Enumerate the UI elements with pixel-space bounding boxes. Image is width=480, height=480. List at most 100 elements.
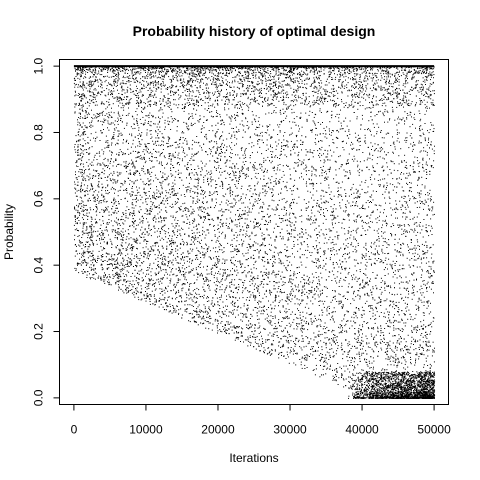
data-point	[360, 393, 361, 394]
data-point	[298, 266, 300, 268]
data-point	[176, 262, 178, 264]
data-point	[195, 172, 197, 173]
data-point	[271, 244, 272, 246]
data-point	[138, 151, 140, 153]
data-point	[414, 245, 416, 247]
data-point	[91, 164, 92, 166]
data-point	[267, 339, 269, 341]
data-point	[421, 301, 423, 303]
data-point	[106, 88, 108, 90]
data-point	[119, 83, 121, 85]
data-point	[217, 260, 219, 262]
data-point	[210, 185, 212, 187]
data-point	[97, 196, 99, 198]
data-point	[84, 170, 85, 172]
data-point	[141, 277, 143, 279]
data-point	[304, 356, 306, 358]
data-point	[307, 280, 309, 282]
data-point	[111, 263, 113, 265]
data-point	[256, 287, 258, 289]
data-point	[99, 238, 100, 239]
data-point	[243, 282, 245, 284]
data-point	[87, 142, 89, 144]
data-point	[253, 221, 255, 223]
data-point	[307, 343, 309, 345]
data-point	[219, 259, 221, 261]
data-point	[410, 359, 412, 360]
data-point	[141, 226, 143, 228]
data-point	[166, 277, 168, 279]
data-point	[240, 319, 242, 321]
data-point	[172, 215, 174, 217]
data-point	[238, 286, 240, 288]
data-point	[224, 109, 226, 111]
data-point	[343, 379, 345, 381]
data-point	[383, 241, 385, 243]
data-point	[339, 259, 341, 261]
data-point	[178, 313, 179, 315]
data-point	[393, 303, 395, 305]
data-point	[398, 334, 400, 336]
data-point	[133, 165, 135, 167]
data-point	[315, 218, 317, 220]
data-point	[134, 296, 136, 298]
data-point	[426, 301, 428, 303]
data-point	[115, 266, 117, 268]
data-point	[378, 126, 380, 128]
data-point	[277, 204, 279, 206]
data-point	[308, 96, 310, 98]
data-point	[95, 204, 97, 205]
data-point	[411, 89, 413, 91]
data-point	[78, 205, 80, 207]
data-point	[165, 210, 167, 212]
data-point	[243, 125, 245, 127]
data-point	[327, 248, 329, 250]
data-point	[394, 335, 395, 337]
data-point	[162, 175, 164, 177]
data-point	[244, 270, 246, 272]
data-point	[414, 255, 415, 257]
data-point	[122, 273, 124, 275]
data-point	[412, 371, 414, 372]
data-point	[164, 179, 166, 181]
data-point	[416, 278, 417, 280]
data-point	[294, 256, 295, 258]
data-point	[396, 124, 398, 126]
data-point	[426, 252, 428, 254]
data-point	[419, 266, 421, 268]
data-point	[319, 110, 321, 112]
data-point	[129, 226, 131, 227]
data-point	[320, 214, 322, 216]
data-point	[126, 192, 128, 194]
data-point	[139, 218, 141, 220]
data-point	[355, 196, 357, 198]
data-point	[412, 123, 414, 125]
data-point	[281, 142, 283, 144]
data-point	[410, 191, 412, 193]
data-point	[433, 351, 435, 353]
data-point	[291, 100, 293, 101]
data-point	[306, 257, 308, 259]
data-point	[117, 261, 119, 263]
data-point	[219, 138, 221, 140]
data-point	[193, 226, 195, 228]
data-point	[160, 303, 162, 305]
data-point	[406, 306, 408, 308]
data-point	[159, 280, 161, 282]
data-point	[289, 279, 291, 281]
data-point	[402, 117, 404, 119]
data-point	[351, 158, 353, 160]
data-point	[147, 234, 149, 236]
data-point	[213, 257, 215, 259]
data-point	[364, 273, 366, 275]
data-point	[262, 201, 264, 203]
data-point	[367, 79, 369, 81]
data-point	[404, 123, 405, 125]
data-point	[81, 107, 83, 109]
data-point	[90, 216, 92, 218]
data-point	[404, 368, 406, 370]
data-point	[83, 184, 85, 186]
data-point	[181, 160, 183, 162]
data-point	[194, 289, 196, 290]
data-point	[154, 245, 156, 247]
